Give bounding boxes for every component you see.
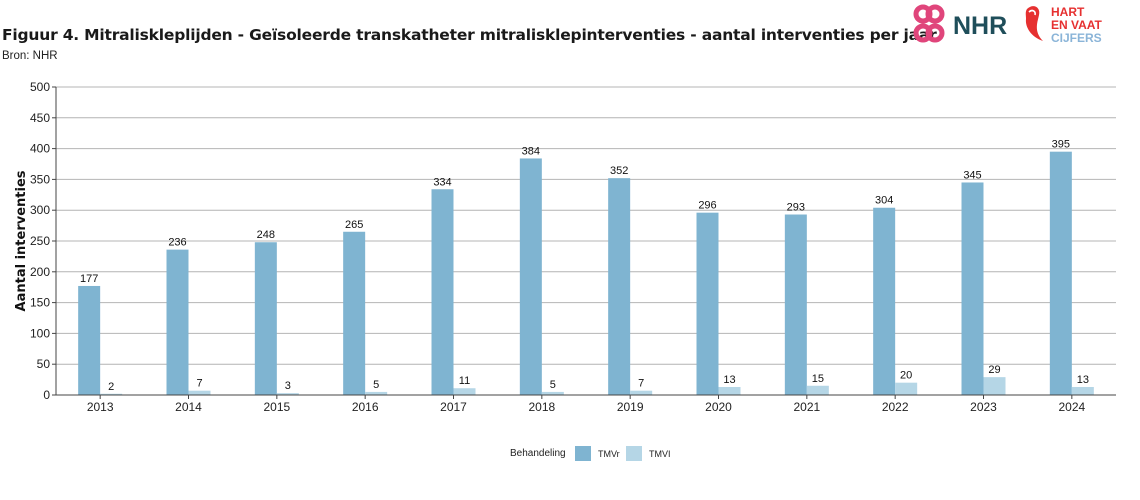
y-axis-label: Aantal interventies xyxy=(14,170,29,311)
data-label-tmvi: 7 xyxy=(638,378,644,390)
data-label-tmvi: 20 xyxy=(900,370,912,382)
bar-tmvi xyxy=(188,390,211,395)
data-label-tmvr: 177 xyxy=(80,273,98,285)
x-tick-label: 2014 xyxy=(175,400,202,414)
bar-tmvr xyxy=(784,214,807,395)
x-tick-label: 2024 xyxy=(1058,400,1085,414)
heart-drop-icon xyxy=(1025,6,1043,42)
data-label-tmvi: 2 xyxy=(108,381,114,393)
data-label-tmvi: 11 xyxy=(459,375,470,387)
bar-tmvi xyxy=(718,386,741,395)
data-label-tmvr: 352 xyxy=(610,165,628,177)
bar-tmvi xyxy=(895,382,918,395)
bar-tmvi xyxy=(1071,386,1094,395)
gridlines xyxy=(56,86,1116,396)
nhr-logo-mark xyxy=(913,4,945,43)
data-label-tmvr: 248 xyxy=(257,229,275,241)
x-tick-label: 2016 xyxy=(352,400,379,414)
bar-chart: 177 2 236 7 248 3 265 5 334 11 384 5 352 7 296 13 293 15 3… xyxy=(14,80,1116,414)
bar-tmvr xyxy=(343,231,366,395)
data-label-tmvi: 13 xyxy=(1077,374,1089,386)
bar-tmvi xyxy=(806,385,829,395)
bar-tmvi xyxy=(365,391,388,395)
x-tick-label: 2021 xyxy=(793,400,820,414)
data-label-tmvr: 395 xyxy=(1052,139,1070,151)
bar-tmvi xyxy=(276,393,299,395)
data-label-tmvi: 15 xyxy=(812,373,824,385)
y-tick-label: 100 xyxy=(30,326,50,340)
bar-tmvr xyxy=(431,189,454,395)
bar-tmvr xyxy=(254,242,277,395)
chart-source: Bron: NHR xyxy=(2,50,58,62)
x-tick-label: 2020 xyxy=(705,400,732,414)
x-axis: 2013 2014 2015 2016 2017 2018 2019 2020 2021 2022… xyxy=(56,394,1116,414)
en-vaat-text: EN VAAT xyxy=(1051,18,1103,32)
bar-tmvi xyxy=(983,377,1006,395)
data-label-tmvr: 345 xyxy=(963,169,981,181)
bar-tmvr xyxy=(961,182,984,395)
data-label-tmvi: 7 xyxy=(196,378,202,390)
x-tick-label: 2019 xyxy=(617,400,644,414)
bar-tmvi xyxy=(100,393,123,395)
y-tick-label: 0 xyxy=(43,388,50,402)
y-tick-label: 300 xyxy=(30,203,50,217)
hart-text: HART xyxy=(1051,5,1085,19)
x-tick-label: 2022 xyxy=(882,400,909,414)
data-label-tmvi: 29 xyxy=(988,364,1000,376)
nhr-logo: NHR xyxy=(913,4,1007,43)
legend-swatch-tmvi xyxy=(626,446,642,461)
bars xyxy=(78,151,1094,395)
data-labels: 177 2 236 7 248 3 265 5 334 11 384 5 352 7 296 13 293 15 3… xyxy=(80,139,1089,393)
nhr-logo-text: NHR xyxy=(953,12,1007,40)
x-tick-label: 2018 xyxy=(528,400,555,414)
bar-tmvr xyxy=(78,285,101,395)
bar-tmvi xyxy=(453,388,476,395)
cijfers-text: CIJFERS xyxy=(1051,31,1102,45)
chart-title: Figuur 4. Mitraliskleplijden - Geïsoleer… xyxy=(2,26,937,44)
bar-tmvr xyxy=(1049,151,1072,395)
bar-tmvi xyxy=(541,391,564,395)
legend-title: Behandeling xyxy=(510,448,566,459)
data-label-tmvi: 5 xyxy=(550,379,556,391)
data-label-tmvi: 3 xyxy=(285,380,291,392)
data-label-tmvr: 304 xyxy=(875,195,893,207)
heart-drop-shine xyxy=(1028,9,1036,16)
data-label-tmvr: 236 xyxy=(168,237,186,249)
y-axis: 0 50 100 150 200 250 300 350 400 450 500 xyxy=(30,80,57,402)
data-label-tmvr: 384 xyxy=(522,145,540,157)
logos: NHR HART EN VAAT CIJFERS xyxy=(913,4,1103,45)
data-label-tmvr: 296 xyxy=(698,200,716,212)
data-label-tmvr: 265 xyxy=(345,219,363,231)
legend-label-tmvi: TMVI xyxy=(649,449,671,459)
data-label-tmvr: 293 xyxy=(787,202,805,214)
bar-tmvr xyxy=(696,212,719,395)
x-tick-label: 2013 xyxy=(87,400,114,414)
y-tick-label: 200 xyxy=(30,265,50,279)
y-tick-label: 450 xyxy=(30,111,50,125)
legend-label-tmvr: TMVr xyxy=(598,449,620,459)
y-tick-label: 50 xyxy=(37,357,51,371)
y-tick-label: 400 xyxy=(30,142,50,156)
data-label-tmvr: 334 xyxy=(433,176,451,188)
y-tick-label: 500 xyxy=(30,80,50,94)
hart-en-vaat-cijfers-logo: HART EN VAAT CIJFERS xyxy=(1025,5,1103,45)
x-tick-label: 2017 xyxy=(440,400,467,414)
x-tick-label: 2015 xyxy=(263,400,290,414)
bar-tmvr xyxy=(166,249,189,395)
bar-tmvr xyxy=(873,207,896,395)
x-tick-label: 2023 xyxy=(970,400,997,414)
y-tick-label: 250 xyxy=(30,234,50,248)
bar-tmvi xyxy=(630,390,653,395)
y-tick-label: 150 xyxy=(30,296,50,310)
bar-tmvr xyxy=(608,178,631,395)
legend-swatch-tmvr xyxy=(575,446,591,461)
y-tick-label: 350 xyxy=(30,172,50,186)
data-label-tmvi: 13 xyxy=(723,374,735,386)
bar-tmvr xyxy=(519,158,542,395)
data-label-tmvi: 5 xyxy=(373,379,379,391)
